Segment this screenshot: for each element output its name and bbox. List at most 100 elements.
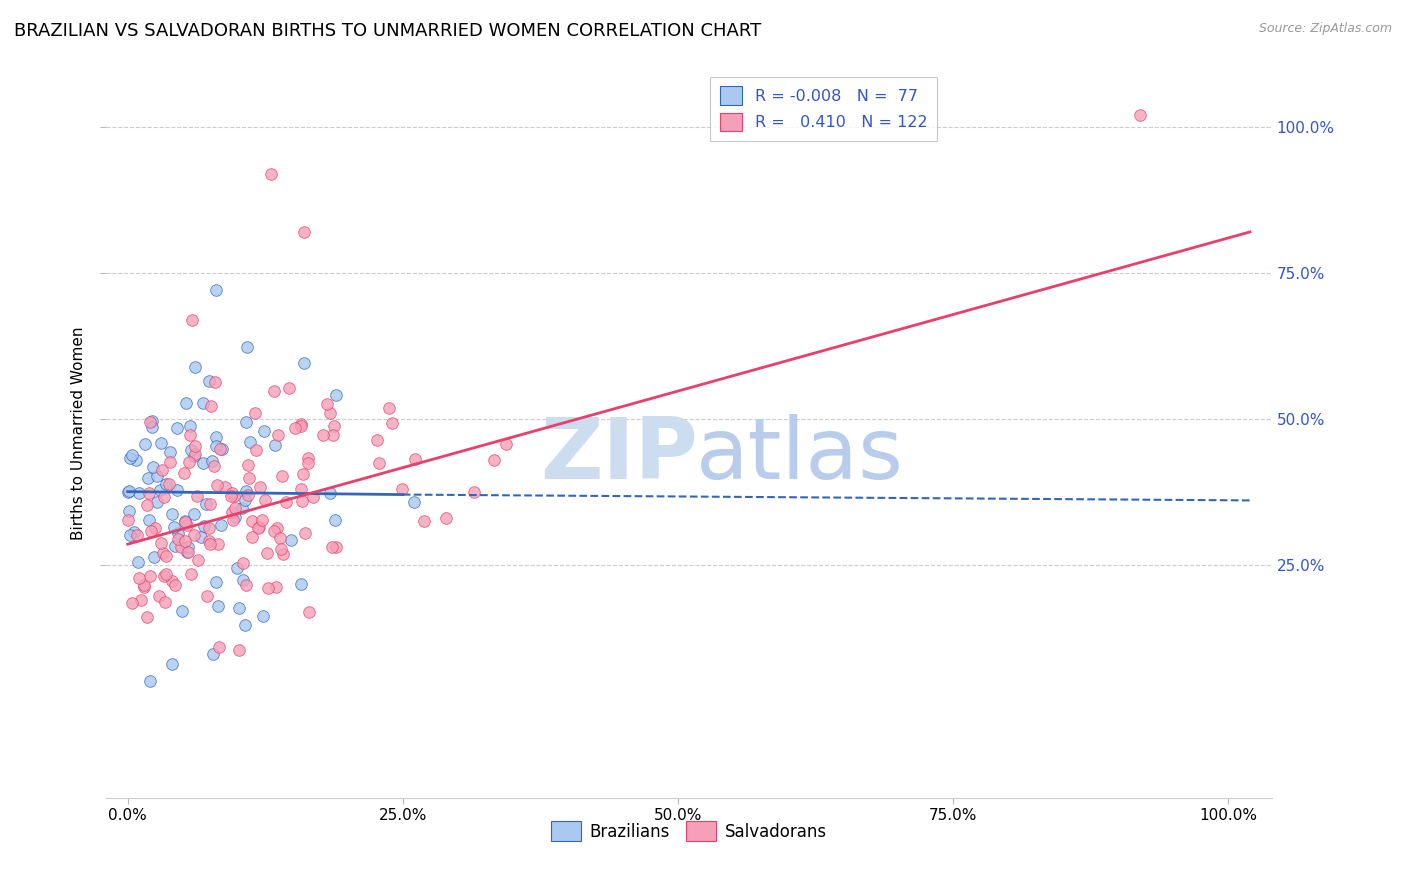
- Point: [146, 494, 169, 508]
- Point: [139, 415, 162, 429]
- Point: [143, 521, 166, 535]
- Point: [157, 476, 180, 491]
- Point: [238, 470, 260, 484]
- Point: [198, 534, 221, 549]
- Point: [197, 589, 219, 603]
- Point: [252, 608, 274, 623]
- Point: [141, 420, 163, 434]
- Point: [125, 528, 148, 542]
- Point: [170, 540, 193, 554]
- Point: [221, 486, 243, 500]
- Point: [159, 445, 181, 459]
- Point: [193, 519, 215, 533]
- Point: [297, 450, 319, 465]
- Point: [142, 459, 165, 474]
- Point: [207, 536, 229, 550]
- Point: [402, 494, 425, 508]
- Legend: R = -0.008   N =  77, R =   0.410   N = 122: R = -0.008 N = 77, R = 0.410 N = 122: [710, 77, 938, 141]
- Point: [146, 469, 169, 483]
- Point: [184, 447, 207, 461]
- Point: [270, 541, 292, 556]
- Point: [197, 375, 219, 389]
- Point: [186, 489, 208, 503]
- Point: [290, 418, 312, 433]
- Point: [208, 640, 231, 654]
- Point: [256, 546, 278, 560]
- Point: [173, 534, 195, 549]
- Point: [266, 521, 288, 535]
- Point: [290, 483, 312, 497]
- Point: [284, 421, 307, 435]
- Point: [290, 417, 312, 431]
- Point: [150, 536, 173, 550]
- Point: [128, 571, 150, 585]
- Text: BRAZILIAN VS SALVADORAN BIRTHS TO UNMARRIED WOMEN CORRELATION CHART: BRAZILIAN VS SALVADORAN BIRTHS TO UNMARR…: [14, 22, 761, 40]
- Point: [367, 456, 389, 470]
- Point: [495, 437, 517, 451]
- Point: [297, 456, 319, 470]
- Point: [152, 490, 174, 504]
- Point: [138, 513, 160, 527]
- Point: [278, 382, 301, 396]
- Point: [166, 532, 188, 546]
- Point: [253, 424, 276, 438]
- Point: [482, 452, 505, 467]
- Point: [205, 430, 228, 444]
- Point: [224, 489, 246, 503]
- Point: [263, 384, 285, 398]
- Point: [118, 450, 141, 465]
- Point: [174, 516, 197, 530]
- Point: [263, 438, 285, 452]
- Point: [209, 518, 232, 533]
- Point: [202, 647, 225, 661]
- Point: [325, 540, 347, 554]
- Point: [183, 449, 205, 463]
- Point: [377, 401, 399, 415]
- Point: [322, 428, 344, 442]
- Point: [322, 418, 344, 433]
- Point: [233, 493, 256, 508]
- Point: [292, 467, 315, 482]
- Point: [224, 510, 246, 524]
- Point: [214, 480, 236, 494]
- Point: [166, 421, 188, 435]
- Point: [271, 547, 294, 561]
- Point: [267, 428, 290, 442]
- Point: [148, 589, 170, 603]
- Point: [211, 442, 233, 457]
- Point: [270, 468, 292, 483]
- Point: [174, 395, 197, 409]
- Point: [187, 553, 209, 567]
- Point: [290, 577, 312, 591]
- Point: [121, 448, 143, 462]
- Point: [292, 356, 315, 370]
- Point: [319, 406, 342, 420]
- Point: [134, 580, 156, 594]
- Point: [135, 610, 157, 624]
- Point: [159, 455, 181, 469]
- Point: [228, 601, 250, 615]
- Point: [204, 375, 226, 389]
- Point: [254, 493, 277, 508]
- Point: [155, 477, 177, 491]
- Point: [274, 495, 297, 509]
- Point: [165, 539, 187, 553]
- Point: [152, 545, 174, 559]
- Point: [138, 674, 160, 689]
- Point: [166, 483, 188, 497]
- Text: ZIP: ZIP: [540, 414, 697, 497]
- Point: [232, 574, 254, 588]
- Point: [160, 508, 183, 522]
- Point: [235, 484, 257, 499]
- Point: [233, 618, 256, 632]
- Point: [260, 167, 283, 181]
- Point: [391, 482, 413, 496]
- Point: [150, 463, 173, 477]
- Point: [117, 485, 139, 500]
- Point: [298, 605, 321, 619]
- Point: [208, 442, 231, 457]
- Point: [153, 569, 176, 583]
- Point: [165, 578, 187, 592]
- Point: [134, 437, 156, 451]
- Point: [176, 545, 198, 559]
